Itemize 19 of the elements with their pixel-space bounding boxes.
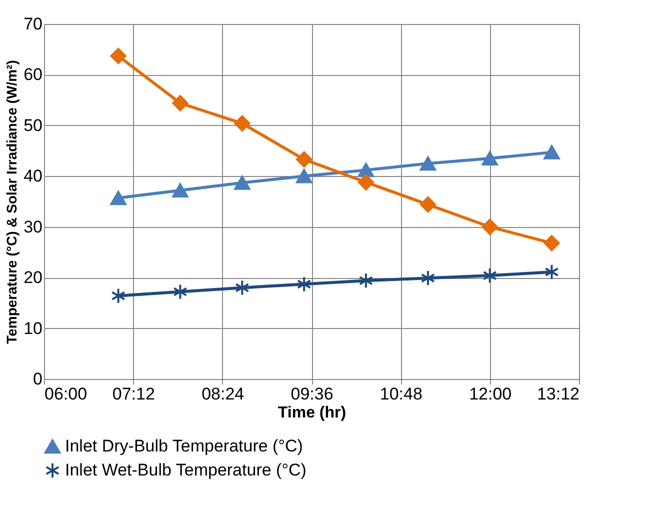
y-tick-label: 0 [33, 370, 42, 388]
y-tick-label: 30 [24, 217, 42, 236]
y-tick-label: 10 [24, 318, 42, 338]
x-axis-title: Time (hr) [278, 404, 346, 422]
y-axis-title: Temperature (°C) & Solar Irradiance (W/m²) [4, 60, 20, 344]
x-tick-label: 06:00 [44, 384, 88, 404]
legend-label: Inlet Wet-Bulb Temperature (°C) [65, 460, 306, 480]
x-tick-label: 13:12 [536, 384, 580, 404]
y-tick-label: 70 [24, 14, 42, 34]
y-tick-label: 50 [24, 116, 42, 135]
x-tick-label: 10:48 [380, 384, 422, 404]
x-tick-label: 09:36 [290, 384, 334, 404]
x-tick-label: 08:24 [202, 384, 244, 404]
x-tick-label: 07:12 [112, 384, 155, 404]
x-tick-label: 12:00 [469, 384, 512, 404]
legend-label: Inlet Dry-Bulb Temperature (°C) [65, 436, 303, 456]
y-tick-label: 20 [24, 268, 42, 288]
y-tick-label: 40 [24, 166, 42, 186]
y-tick-label: 60 [24, 65, 42, 84]
